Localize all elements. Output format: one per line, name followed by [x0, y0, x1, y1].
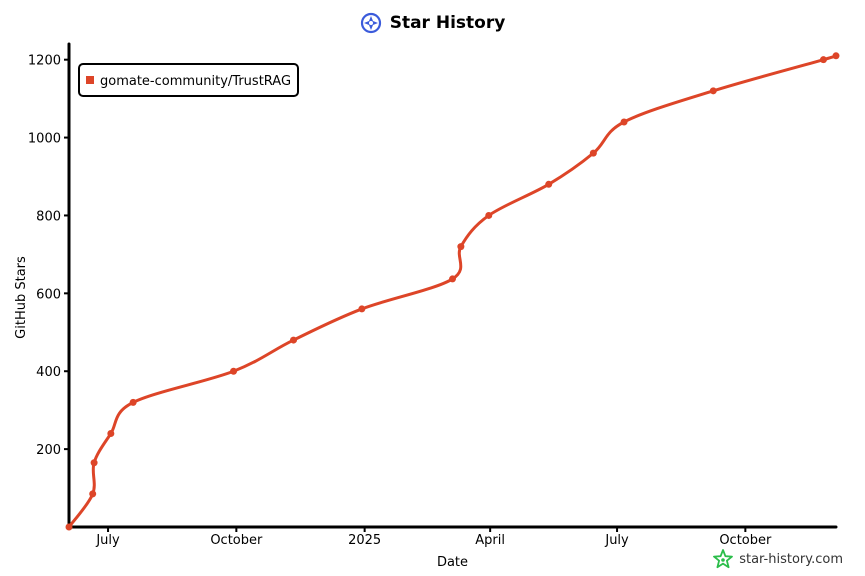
data-point[interactable]	[90, 459, 98, 467]
data-point[interactable]	[819, 56, 827, 64]
x-tick-label: July	[95, 533, 120, 548]
y-tick-label: 600	[36, 287, 61, 302]
x-axis-title: Date	[437, 555, 468, 570]
series-line	[67, 54, 839, 529]
data-point[interactable]	[485, 211, 493, 219]
data-point[interactable]	[449, 275, 456, 283]
star-history-watermark-icon	[713, 549, 734, 569]
series-layer	[65, 52, 840, 531]
y-axis-title: GitHub Stars	[14, 256, 29, 339]
chart-title: Star History	[389, 13, 506, 33]
y-tick-label: 800	[36, 209, 61, 224]
y-tick-label: 1000	[28, 132, 61, 147]
data-point[interactable]	[358, 305, 366, 313]
chart-header: Star History	[0, 8, 865, 38]
legend-label: gomate-community/TrustRAG	[100, 74, 291, 89]
x-tick-label: October	[210, 533, 263, 548]
axes	[67, 42, 838, 529]
y-tick-label: 200	[36, 443, 61, 458]
data-point[interactable]	[832, 52, 840, 60]
data-point[interactable]	[545, 180, 553, 188]
legend-box	[78, 63, 299, 97]
legend-swatch	[86, 76, 94, 84]
x-tick-label: October	[719, 533, 772, 548]
watermark[interactable]: star-history.com	[713, 548, 843, 570]
x-tick-label: 2025	[348, 533, 381, 548]
data-point[interactable]	[89, 490, 97, 498]
y-ticks: 200 400 600 800 1000 1200	[28, 54, 69, 458]
x-ticks: July October 2025 April July October	[95, 527, 772, 548]
y-tick-label: 400	[36, 365, 61, 380]
data-point[interactable]	[589, 149, 597, 157]
star-history-logo-icon	[360, 12, 381, 34]
data-point[interactable]	[620, 118, 628, 126]
data-point[interactable]	[129, 398, 137, 406]
data-point[interactable]	[230, 367, 238, 375]
data-point[interactable]	[107, 430, 115, 438]
data-point[interactable]	[290, 336, 298, 344]
x-tick-label: April	[475, 533, 505, 548]
y-tick-label: 1200	[28, 54, 61, 69]
data-point[interactable]	[457, 243, 465, 251]
x-tick-label: July	[604, 533, 629, 548]
watermark-text: star-history.com	[739, 551, 843, 567]
legend: gomate-community/TrustRAG	[78, 63, 299, 97]
data-point[interactable]	[65, 523, 73, 531]
data-point[interactable]	[709, 87, 717, 95]
